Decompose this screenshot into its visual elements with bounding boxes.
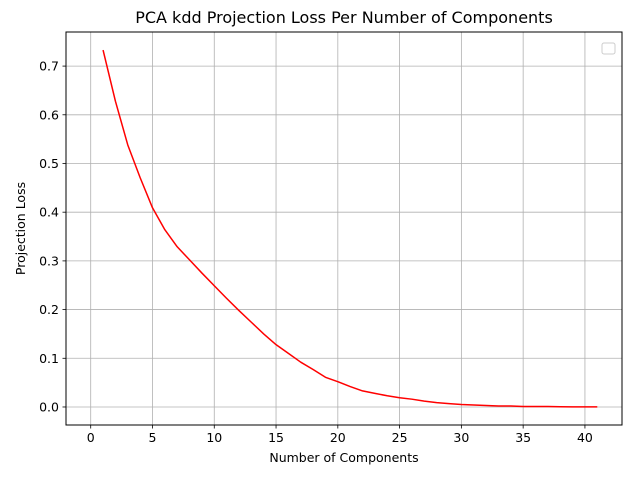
ticks: 0 5 10 15 20 25 30 35 40 0.0 0.1 0.2 0.3 0.4 0.5 0.6 0.7 [39,59,593,445]
x-tick-label: 5 [149,430,157,445]
x-tick-label: 30 [453,430,469,445]
x-tick-label: 35 [515,430,531,445]
x-tick-label: 20 [330,430,346,445]
y-tick-label: 0.4 [39,205,59,220]
plot-frame [65,31,623,426]
y-tick-label: 0.3 [39,253,59,268]
x-tick-label: 15 [268,430,284,445]
x-tick-label: 10 [206,430,222,445]
y-tick-label: 0.7 [39,59,59,74]
chart-title: PCA kdd Projection Loss Per Number of Co… [135,8,553,27]
y-tick-label: 0.0 [39,399,59,414]
y-axis-label: Projection Loss [13,182,28,275]
x-tick-label: 40 [577,430,593,445]
y-tick-label: 0.5 [39,156,59,171]
y-tick-label: 0.2 [39,302,59,317]
grid [66,32,622,425]
y-tick-label: 0.1 [39,351,59,366]
x-axis-label: Number of Components [269,450,418,465]
y-tick-label: 0.6 [39,107,59,122]
x-tick-label: 0 [87,430,95,445]
legend-box [601,42,616,55]
series-line [102,49,598,408]
series-layer [102,49,598,408]
x-tick-label: 25 [392,430,408,445]
